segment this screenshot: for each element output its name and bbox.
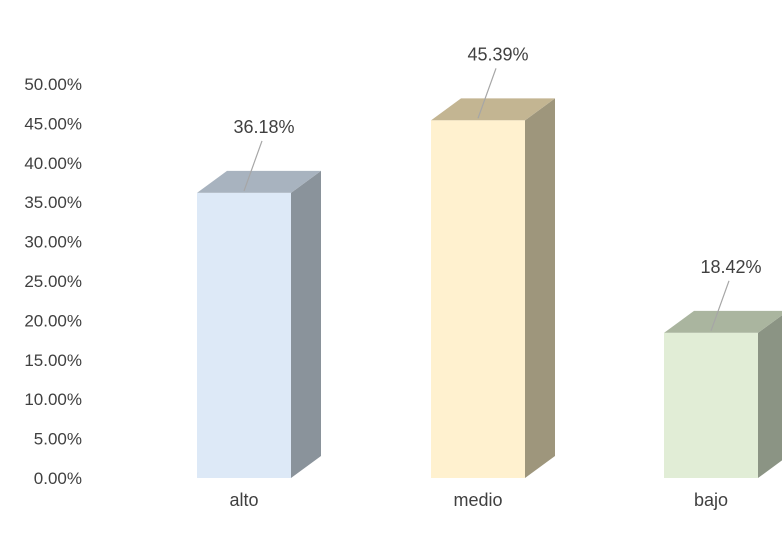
data-label-leader-line — [710, 280, 730, 332]
x-category-label: alto — [229, 490, 258, 510]
data-labels: 36.18% 45.39% 18.42% — [233, 44, 762, 332]
y-tick-label: 10.00% — [24, 390, 82, 409]
bar-bajo — [664, 310, 782, 478]
bar-front-face — [664, 332, 758, 478]
bar-side-face — [291, 170, 321, 478]
data-label-leader-line — [477, 68, 497, 119]
y-tick-label: 20.00% — [24, 311, 82, 330]
bar-alto — [197, 170, 321, 478]
y-tick-label: 0.00% — [34, 469, 82, 488]
y-tick-label: 5.00% — [34, 430, 82, 449]
data-label: 45.39% — [467, 44, 528, 64]
data-label: 36.18% — [233, 117, 294, 137]
y-tick-label: 50.00% — [24, 75, 82, 94]
y-tick-label: 30.00% — [24, 233, 82, 252]
bar-top-face — [431, 98, 555, 121]
y-tick-label: 45.00% — [24, 114, 82, 133]
y-tick-label: 40.00% — [24, 154, 82, 173]
bar-side-face — [758, 315, 782, 478]
y-axis: 0.00% 5.00% 10.00% 15.00% 20.00% 25.00% 30.00%… — [24, 75, 82, 488]
bar-front-face — [197, 192, 291, 478]
y-tick-label: 35.00% — [24, 193, 82, 212]
bar-side-face — [525, 98, 555, 479]
y-tick-label: 25.00% — [24, 272, 82, 291]
x-category-label: bajo — [694, 490, 728, 510]
y-tick-label: 15.00% — [24, 351, 82, 370]
bar-top-face — [197, 170, 321, 193]
x-category-label: medio — [453, 490, 502, 510]
x-axis: alto medio bajo — [229, 490, 728, 510]
bar-medio — [431, 98, 555, 479]
bar-top-face — [664, 310, 782, 333]
data-label: 18.42% — [700, 257, 761, 277]
bars — [197, 98, 782, 479]
bar-front-face — [431, 120, 525, 479]
data-label-leader-line — [243, 140, 263, 192]
